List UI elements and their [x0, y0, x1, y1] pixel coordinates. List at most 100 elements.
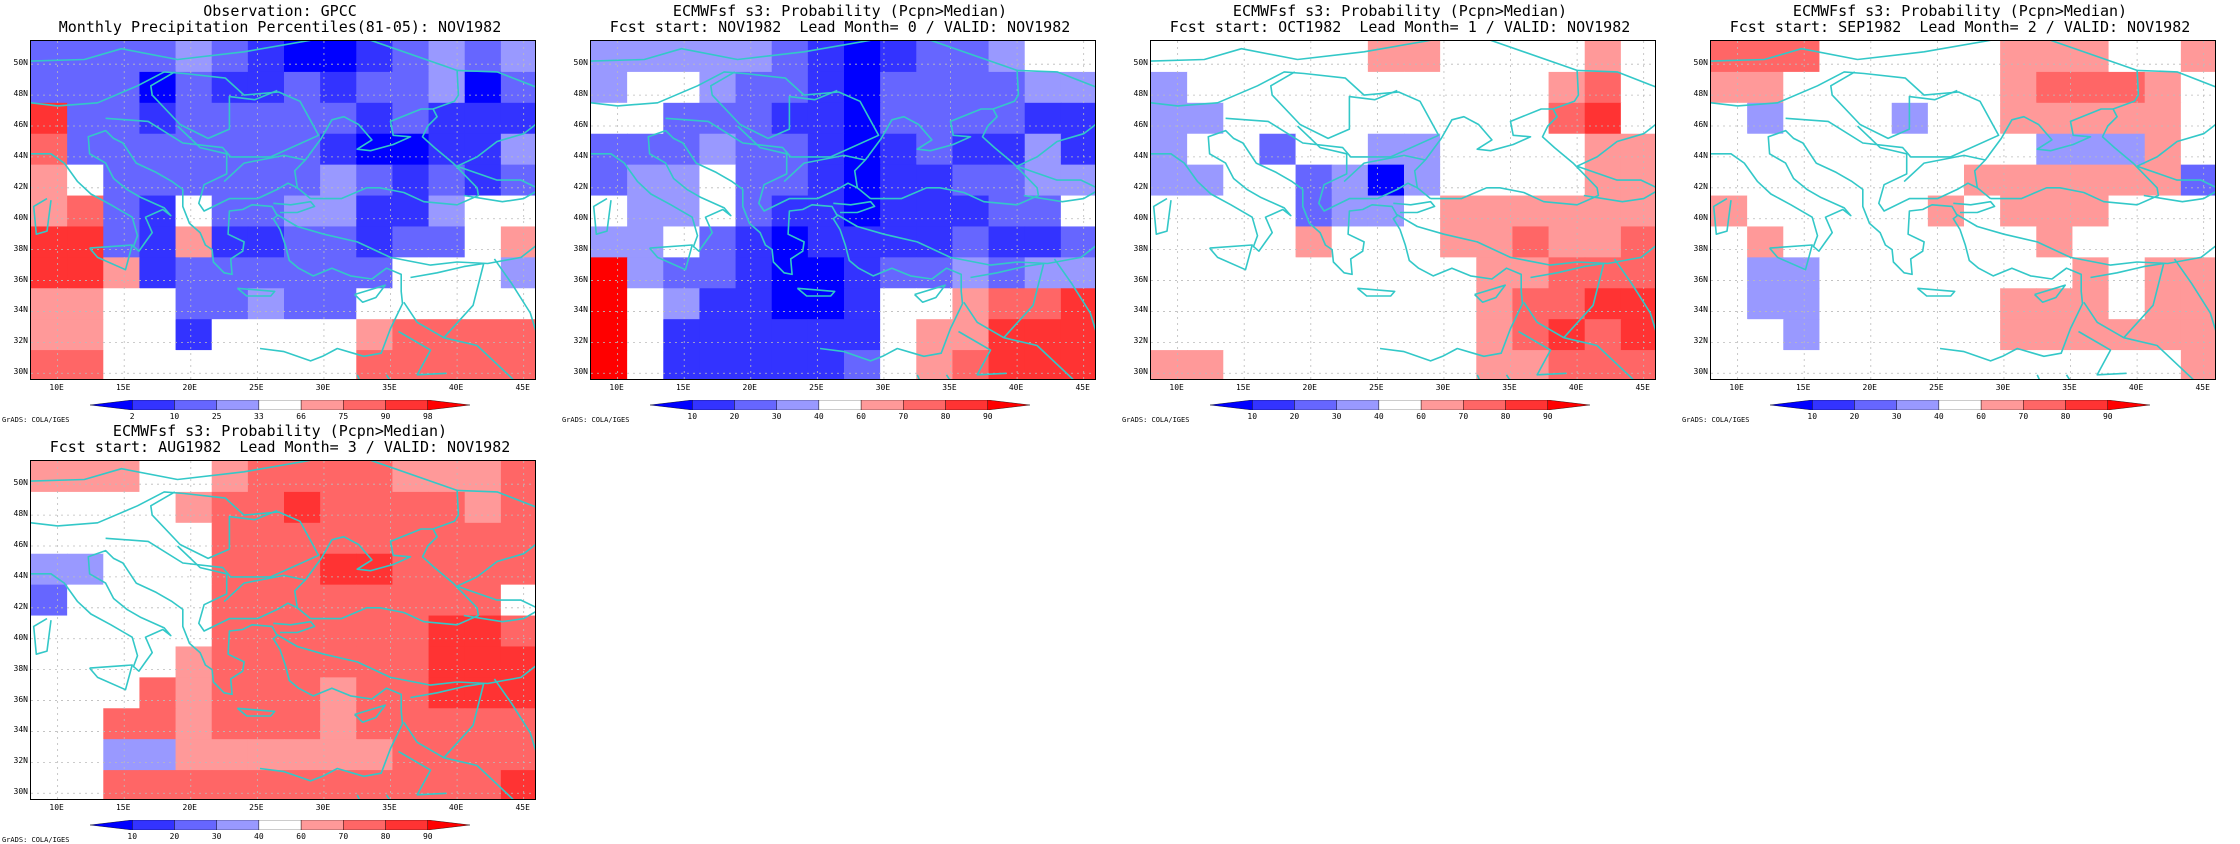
- grid-cell: [139, 491, 177, 524]
- colorbar-segment: [1420, 400, 1464, 410]
- panel-title: ECMWFsf s3: Probability (Pcpn>Median): [112, 422, 448, 440]
- grid-cell: [139, 708, 177, 740]
- panel-subtitle: Fcst start: SEP1982 Lead Month= 2 / VALI…: [1729, 18, 2191, 36]
- lat-tick-label: 42N: [13, 181, 28, 191]
- grid-cell: [428, 553, 466, 586]
- coastline: [1711, 71, 2000, 158]
- grid-cell: [916, 195, 954, 228]
- lat-tick-label: 38N: [13, 243, 28, 253]
- lat-tick-label: 50N: [1133, 58, 1148, 68]
- grid-cell: [1711, 164, 1748, 197]
- lat-tick-label: 38N: [1693, 243, 1708, 253]
- grid-cell: [500, 646, 535, 678]
- grid-cell: [735, 319, 773, 351]
- coastline: [236, 287, 276, 297]
- map-canvas: [1151, 41, 1655, 379]
- grid-cell: [67, 257, 104, 289]
- grid-cell: [1331, 288, 1369, 320]
- grid-cell: [2036, 164, 2074, 197]
- coastline: [1973, 108, 2160, 206]
- grid-cell: [500, 41, 535, 73]
- grid-cell: [1151, 288, 1188, 320]
- colorbar-label: 80: [380, 832, 391, 841]
- grid-cell: [1060, 257, 1095, 289]
- lat-tick-label: 34N: [573, 305, 588, 315]
- grid-cell: [500, 350, 535, 379]
- colorbar-segment: [987, 400, 1030, 410]
- grid-cell: [735, 257, 773, 289]
- grid-cell: [1223, 319, 1261, 351]
- colorbar-segment: [1463, 400, 1506, 410]
- grid-cell: [31, 708, 68, 740]
- grid-cell: [1024, 350, 1062, 379]
- coastline: [403, 262, 485, 339]
- grid-cell: [771, 257, 809, 289]
- grid-cell: [392, 553, 430, 586]
- grid-cell: [356, 615, 394, 648]
- coastline: [591, 129, 964, 362]
- grid-cell: [392, 615, 430, 648]
- lon-tick-label: 15E: [115, 383, 131, 392]
- grid-cell: [1024, 226, 1062, 258]
- grid-cell: [844, 350, 881, 379]
- grid-cell: [392, 646, 430, 678]
- grid-cell: [392, 491, 430, 524]
- grid-cell: [67, 71, 104, 104]
- colorbar-segment: [216, 820, 260, 830]
- grid-cell: [31, 739, 68, 771]
- coastline: [1563, 336, 1634, 379]
- grid-cell: [428, 102, 466, 135]
- grid-cell: [1819, 350, 1857, 379]
- grid-cell: [1819, 288, 1857, 320]
- grid-cell: [1404, 350, 1441, 379]
- grid-cell: [1223, 350, 1261, 379]
- lon-tick-label: 15E: [675, 383, 691, 392]
- grid-cell: [1711, 226, 1748, 258]
- grid-cell: [1151, 102, 1188, 135]
- grid-cell: [1548, 102, 1586, 135]
- grid-cell: [1747, 257, 1784, 289]
- colorbar-label: 10: [687, 412, 698, 421]
- grid-cell: [735, 71, 773, 104]
- grid-cell: [175, 584, 213, 617]
- grid-cell: [771, 288, 809, 320]
- grid-cell: [1747, 350, 1784, 379]
- grid-cell: [1964, 319, 2001, 351]
- grid-cell: [139, 102, 177, 135]
- lat-tick-label: 38N: [573, 243, 588, 253]
- grid-cell: [67, 195, 104, 228]
- colorbar-label: 90: [2102, 412, 2113, 421]
- colorbar-segment: [2107, 400, 2150, 410]
- lat-tick-label: 46N: [13, 120, 28, 129]
- grid-cell: [428, 195, 466, 228]
- grid-cell: [211, 288, 249, 320]
- grid-cell: [771, 133, 809, 166]
- coastline: [32, 617, 52, 655]
- colorbar-segment: [90, 820, 133, 830]
- coastline: [2034, 284, 2067, 304]
- grid-cell: [392, 350, 430, 379]
- grid-cell: [67, 319, 104, 351]
- grid-cell: [2180, 41, 2215, 73]
- lon-tick-label: 15E: [115, 803, 131, 812]
- colorbar-label: 75: [338, 412, 349, 421]
- coastline: [1711, 41, 2140, 110]
- grid-cell: [31, 257, 68, 289]
- grid-cell: [1783, 41, 1821, 73]
- colorbar-label: 10: [169, 412, 180, 421]
- grid-cell: [1548, 226, 1586, 258]
- colorbar-segment: [258, 820, 302, 830]
- coastline: [236, 707, 276, 717]
- coastline: [356, 794, 391, 799]
- grid-cell: [31, 584, 68, 617]
- lat-tick-label: 50N: [13, 478, 28, 488]
- grid-cell: [500, 102, 535, 135]
- coastline: [835, 213, 1095, 266]
- lat-tick-label: 48N: [13, 89, 28, 99]
- grid-cell: [1512, 133, 1550, 166]
- lat-tick-label: 32N: [573, 336, 588, 346]
- coastline: [592, 197, 612, 235]
- grid-cell: [103, 770, 141, 799]
- grid-cell: [103, 288, 141, 320]
- coastline: [223, 574, 306, 603]
